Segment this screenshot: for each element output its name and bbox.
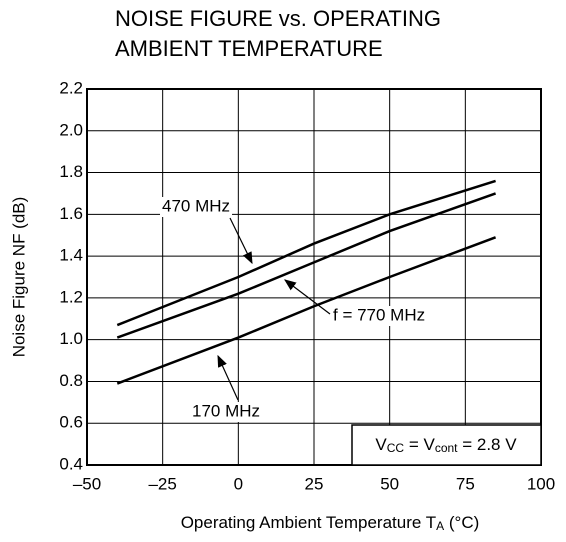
- y-tick-label: 1.2: [59, 287, 83, 306]
- x-axis-label-part: (°C): [444, 513, 479, 532]
- y-axis-label: Noise Figure NF (dB): [9, 197, 28, 358]
- series-line: [116, 236, 497, 385]
- annotation-bg: [190, 402, 263, 422]
- x-axis-label-part: A: [436, 519, 444, 533]
- x-axis-label-part: Operating Ambient Temperature T: [181, 513, 436, 532]
- note: VCC = Vcont = 2.8 V: [375, 435, 517, 455]
- series-line: [116, 192, 497, 339]
- x-axis-label: Operating Ambient Temperature TA (°C): [181, 513, 480, 533]
- series-line: [116, 179, 496, 327]
- annotation-arrow: [284, 279, 331, 315]
- y-tick-label: 1.0: [59, 329, 83, 348]
- y-tick-label: 1.6: [59, 204, 83, 223]
- series-annotation: f = 770 MHz: [333, 305, 425, 324]
- note-part: = V: [404, 435, 435, 454]
- series-annotation: 170 MHz: [192, 401, 260, 420]
- annotation-bg: [331, 306, 428, 326]
- note-box: [351, 424, 542, 466]
- y-tick-label: 0.4: [59, 454, 83, 473]
- x-tick-label: –25: [148, 474, 176, 493]
- x-tick-label: 0: [234, 474, 243, 493]
- y-tick-label: 0.6: [59, 413, 83, 432]
- note-part: CC: [387, 441, 405, 455]
- x-tick-label: 75: [456, 474, 475, 493]
- x-tick-label: 100: [527, 474, 555, 493]
- x-tick-label: –50: [73, 474, 101, 493]
- y-tick-label: 2.2: [59, 78, 83, 97]
- annotation-arrow: [217, 354, 239, 401]
- note-part: = 2.8 V: [458, 435, 518, 454]
- series-annotation: 470 MHz: [162, 196, 230, 215]
- annotation-arrow: [229, 217, 253, 265]
- chart-title: AMBIENT TEMPERATURE: [115, 36, 383, 61]
- chart-title: NOISE FIGURE vs. OPERATING: [115, 6, 441, 31]
- note-part: V: [375, 435, 387, 454]
- y-tick-label: 1.8: [59, 162, 83, 181]
- annotation-bg: [160, 197, 233, 217]
- y-tick-label: 0.8: [59, 371, 83, 390]
- y-tick-label: 1.4: [59, 246, 83, 265]
- plot-border: [86, 88, 542, 466]
- x-tick-label: 25: [305, 474, 324, 493]
- x-tick-label: 50: [380, 474, 399, 493]
- note-part: cont: [435, 441, 458, 455]
- y-tick-label: 2.0: [59, 120, 83, 139]
